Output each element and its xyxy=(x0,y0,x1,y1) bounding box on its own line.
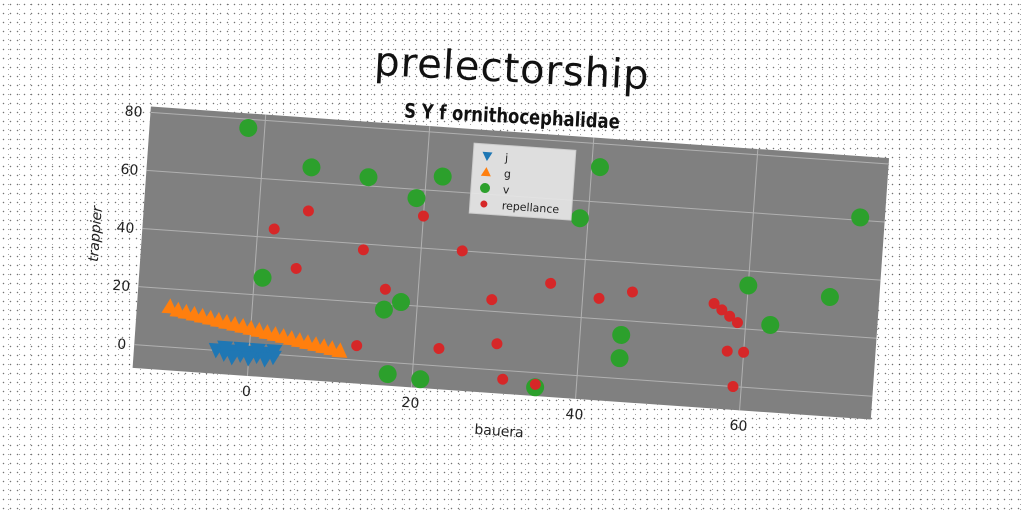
series-j-point xyxy=(249,342,266,359)
y-gridline xyxy=(138,286,877,339)
series-repellance-point xyxy=(721,345,733,357)
series-repellance-point xyxy=(379,283,391,295)
y-axis-label: trappier xyxy=(86,204,106,262)
series-j-point xyxy=(217,340,234,357)
series-j-point xyxy=(257,352,274,368)
series-j-point xyxy=(233,341,250,358)
x-tick-label: 40 xyxy=(565,406,584,423)
series-v-point xyxy=(570,209,589,228)
series-repellance-point xyxy=(302,205,314,217)
series-v-point xyxy=(612,325,631,344)
series-repellance xyxy=(268,205,750,393)
series-repellance-point xyxy=(486,294,498,306)
series-v-point xyxy=(359,168,378,187)
series-v-point xyxy=(739,276,758,295)
series-repellance-point xyxy=(727,381,739,393)
y-tick-label: 20 xyxy=(112,278,131,295)
series-j-point xyxy=(224,349,241,366)
series-repellance-point xyxy=(497,373,509,385)
x-tick-label: 20 xyxy=(401,395,420,412)
legend-marker xyxy=(480,183,491,194)
series-j-point xyxy=(241,350,258,367)
legend-marker xyxy=(482,151,493,162)
series-repellance-point xyxy=(351,340,363,352)
series-v-point xyxy=(851,208,870,227)
series-repellance-point xyxy=(529,378,541,390)
series-v-point xyxy=(391,293,410,312)
y-tick-label: 0 xyxy=(117,337,127,354)
legend-marker xyxy=(480,167,491,177)
series-j-point xyxy=(266,343,283,360)
series-g-point xyxy=(331,342,348,358)
y-tick-label: 60 xyxy=(120,162,139,179)
legend-label: g xyxy=(504,167,512,180)
y-gridline xyxy=(150,111,889,165)
series-v-point xyxy=(407,189,426,208)
data-marks xyxy=(161,118,870,397)
series-repellance-point xyxy=(357,244,369,256)
series-repellance-point xyxy=(724,310,736,322)
series-v-point xyxy=(433,167,452,186)
legend-marker xyxy=(480,200,488,208)
series-v-point xyxy=(302,158,321,177)
series-v-point xyxy=(374,300,393,319)
series-j xyxy=(208,340,283,368)
legend-box xyxy=(468,142,577,221)
series-v-point xyxy=(590,158,609,177)
x-gridline xyxy=(410,126,431,388)
series-v-point xyxy=(253,268,272,287)
series-repellance-point xyxy=(593,292,605,304)
legend: jgv repellance xyxy=(468,142,577,221)
series-g xyxy=(161,298,348,358)
series-v xyxy=(239,118,870,397)
series-repellance-point xyxy=(491,338,503,350)
series-v-point xyxy=(820,288,839,307)
series-v-point xyxy=(239,118,258,137)
x-tick-label: 60 xyxy=(729,418,748,435)
series-repellance-point xyxy=(708,298,720,310)
series-repellance-point xyxy=(417,210,429,222)
y-tick-label: 40 xyxy=(116,220,135,237)
series-repellance-point xyxy=(433,342,445,354)
y-gridline xyxy=(142,228,881,281)
series-v-point xyxy=(610,349,629,368)
series-repellance-point xyxy=(456,245,468,257)
legend-label: repellance xyxy=(501,199,559,216)
x-axis-label: bauera xyxy=(474,422,524,441)
series-repellance-point xyxy=(738,346,750,358)
series-repellance-point xyxy=(290,262,302,274)
series-v-point xyxy=(378,365,397,384)
series-repellance-point xyxy=(626,286,638,298)
plot-area: 0 20 40 60 0 20 40 60 80 bauera trappier jgv repe… xyxy=(86,104,890,441)
x-tick-label: 0 xyxy=(241,384,251,401)
y-tick-label: 80 xyxy=(124,104,143,121)
series-repellance-point xyxy=(716,304,728,316)
x-gridline xyxy=(575,137,595,399)
series-repellance-point xyxy=(268,223,280,235)
series-v-point xyxy=(761,315,780,334)
series-v-point xyxy=(411,370,430,389)
plot-background xyxy=(132,106,890,420)
series-repellance-point xyxy=(545,277,557,289)
legend-label: v xyxy=(502,183,510,196)
axis-ticks: 0 20 40 60 0 20 40 60 80 xyxy=(112,104,748,435)
legend-label: j xyxy=(504,151,509,164)
series-repellance-point xyxy=(731,317,743,329)
